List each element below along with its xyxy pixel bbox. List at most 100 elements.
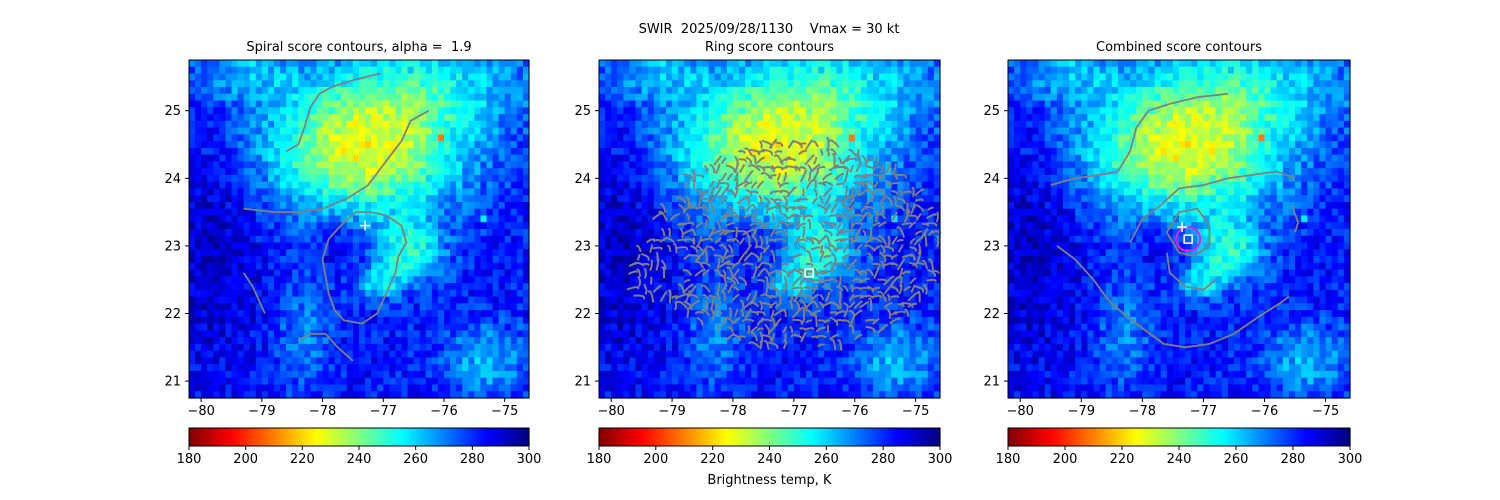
heatmap-cell bbox=[286, 364, 293, 372]
heatmap-cell bbox=[189, 370, 196, 379]
heatmap-cell bbox=[298, 174, 305, 183]
heatmap-cell bbox=[298, 134, 305, 142]
heatmap-cell bbox=[492, 60, 500, 68]
heatmap-cell bbox=[659, 114, 667, 122]
heatmap-cell bbox=[726, 229, 734, 237]
x-tick-label: −78 bbox=[309, 404, 336, 419]
heatmap-cell bbox=[522, 161, 530, 169]
heatmap-cell bbox=[346, 249, 354, 257]
heatmap-cell bbox=[617, 161, 624, 169]
heatmap-cell bbox=[377, 283, 384, 291]
heatmap-cell bbox=[298, 201, 305, 210]
heatmap-cell bbox=[267, 127, 275, 135]
heatmap-cell bbox=[431, 296, 439, 304]
heatmap-cell bbox=[377, 195, 384, 203]
colorbar-segment bbox=[282, 428, 286, 446]
heatmap-cell bbox=[793, 215, 801, 223]
heatmap-cell bbox=[267, 256, 275, 264]
heatmap-cell bbox=[346, 330, 354, 338]
heatmap-cell bbox=[842, 229, 850, 237]
heatmap-cell bbox=[848, 276, 856, 284]
heatmap-cell bbox=[231, 174, 239, 183]
heatmap-cell bbox=[775, 181, 783, 190]
heatmap-cell bbox=[927, 100, 935, 108]
heatmap-cell bbox=[745, 161, 752, 169]
heatmap-cell bbox=[860, 141, 868, 149]
heatmap-cell bbox=[225, 337, 233, 345]
heatmap-cell bbox=[793, 134, 801, 142]
heatmap-cell bbox=[903, 73, 911, 81]
heatmap-cell bbox=[298, 391, 305, 399]
heatmap-cell bbox=[757, 80, 765, 88]
heatmap-cell bbox=[261, 201, 269, 210]
heatmap-cell bbox=[599, 93, 606, 102]
heatmap-cell bbox=[189, 303, 196, 311]
heatmap-cell bbox=[444, 357, 451, 365]
heatmap-cell bbox=[431, 80, 439, 88]
heatmap-cell bbox=[653, 276, 661, 284]
heatmap-cell bbox=[225, 60, 233, 68]
heatmap-cell bbox=[842, 147, 850, 156]
heatmap-cell bbox=[462, 269, 469, 277]
heatmap-cell bbox=[371, 289, 378, 298]
heatmap-cell bbox=[334, 73, 342, 81]
heatmap-cell bbox=[322, 201, 330, 210]
heatmap-cell bbox=[824, 168, 831, 176]
heatmap-cell bbox=[383, 215, 390, 223]
heatmap-cell bbox=[647, 60, 655, 68]
heatmap-cell bbox=[516, 242, 524, 250]
heatmap-cell bbox=[806, 208, 813, 217]
heatmap-cell bbox=[873, 147, 880, 156]
heatmap-cell bbox=[334, 154, 342, 162]
colorbar-segment bbox=[200, 428, 204, 446]
heatmap-cell bbox=[635, 141, 643, 149]
heatmap-cell bbox=[653, 73, 661, 81]
heatmap-cell bbox=[848, 289, 856, 298]
heatmap-cell bbox=[189, 269, 196, 277]
heatmap-cell bbox=[298, 337, 305, 345]
heatmap-cell bbox=[702, 60, 710, 68]
heatmap-cell bbox=[903, 181, 911, 190]
heatmap-cell bbox=[201, 256, 208, 264]
heatmap-cell bbox=[444, 276, 451, 284]
heatmap-cell bbox=[836, 93, 844, 102]
heatmap-cell bbox=[195, 262, 202, 271]
heatmap-cell bbox=[292, 154, 299, 162]
colorbar-segment bbox=[367, 428, 371, 446]
heatmap-cell bbox=[371, 370, 378, 379]
heatmap-cell bbox=[195, 80, 202, 88]
heatmap-cell bbox=[793, 256, 801, 264]
colorbar-segment bbox=[288, 428, 292, 446]
heatmap-cell bbox=[903, 107, 911, 115]
heatmap-cell bbox=[413, 154, 421, 162]
heatmap-cell bbox=[316, 262, 324, 271]
heatmap-cell bbox=[310, 323, 318, 331]
heatmap-cell bbox=[635, 60, 643, 68]
heatmap-cell bbox=[243, 141, 251, 149]
heatmap-cell bbox=[425, 208, 433, 217]
heatmap-cell bbox=[437, 195, 445, 203]
heatmap-cell bbox=[812, 168, 819, 176]
heatmap-cell bbox=[431, 229, 439, 237]
heatmap-cell bbox=[237, 80, 245, 88]
heatmap-cell bbox=[641, 87, 649, 95]
heatmap-cell bbox=[431, 377, 439, 386]
heatmap-cell bbox=[456, 269, 463, 277]
heatmap-cell bbox=[413, 283, 421, 291]
heatmap-cell bbox=[678, 276, 685, 284]
heatmap-cell bbox=[769, 147, 777, 156]
heatmap-cell bbox=[201, 73, 208, 81]
heatmap-cell bbox=[450, 174, 457, 183]
heatmap-cell bbox=[377, 262, 384, 271]
heatmap-cell bbox=[866, 269, 874, 277]
heatmap-cell bbox=[389, 80, 397, 88]
heatmap-cell bbox=[201, 310, 208, 318]
heatmap-cell bbox=[444, 188, 451, 196]
heatmap-cell bbox=[599, 60, 606, 68]
heatmap-cell bbox=[316, 188, 324, 196]
heatmap-cell bbox=[286, 377, 293, 386]
heatmap-cell bbox=[824, 174, 831, 183]
heatmap-cell bbox=[812, 296, 819, 304]
heatmap-cell bbox=[359, 269, 366, 277]
heatmap-cell bbox=[419, 168, 427, 176]
